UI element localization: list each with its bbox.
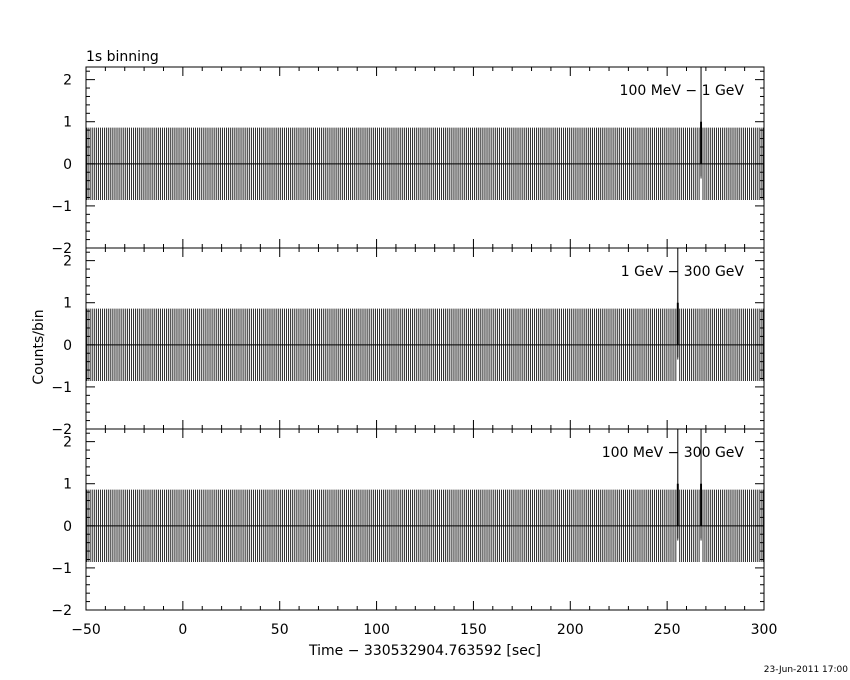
y-tick-label: −2 [51,241,72,257]
y-tick-label: 0 [63,338,72,354]
x-axis-title: Time − 330532904.763592 [sec] [308,643,541,659]
y-tick-label: −1 [51,380,72,396]
panel-energy-label: 1 GeV − 300 GeV [621,264,745,280]
y-tick-label: 2 [63,254,72,270]
x-tick-label: 250 [654,622,681,638]
y-tick-label: 0 [63,157,72,173]
x-tick-label: −50 [71,622,101,638]
y-tick-label: 0 [63,519,72,535]
x-tick-label: 150 [460,622,487,638]
x-tick-label: 50 [271,622,289,638]
y-tick-label: −2 [51,422,72,438]
y-ticks [86,432,764,611]
binning-label: 1s binning [86,49,159,65]
y-tick-label: 1 [63,477,72,493]
x-tick-label: 100 [363,622,390,638]
x-tick-label: 200 [557,622,584,638]
panel-1: −2 −1 0 1 2 100 MeV − 1 GeV [51,66,765,257]
y-tick-label: −1 [51,199,72,215]
y-tick-label: 2 [63,435,72,451]
y-tick-label: 1 [63,296,72,312]
y-axis-title: Counts/bin [31,309,47,384]
panel-2: −2 −1 0 1 2 1 GeV − 300 GeV [51,247,765,438]
x-tick-label: 0 [178,622,187,638]
panels-layer: −2 −1 0 1 2 100 MeV − 1 GeV −2 −1 0 1 2 1 GeV − 300… [51,66,765,619]
x-tick-labels: −50 0 50 100 150 200 250 300 [71,622,777,638]
y-tick-label: −1 [51,561,72,577]
x-ticks [85,67,765,248]
y-tick-label: 2 [63,73,72,89]
x-ticks [85,248,765,429]
y-tick-label: −2 [51,603,72,619]
panel-energy-label: 100 MeV − 1 GeV [620,83,745,99]
x-ticks [85,429,765,610]
panel-frame [85,428,765,611]
timestamp-label: 23-Jun-2011 17:00 [764,665,848,675]
y-tick-label: 1 [63,115,72,131]
x-tick-label: 300 [751,622,778,638]
panel-3: −2 −1 0 1 2 100 MeV − 300 GeV [51,428,765,619]
panel-energy-label: 100 MeV − 300 GeV [602,445,745,461]
